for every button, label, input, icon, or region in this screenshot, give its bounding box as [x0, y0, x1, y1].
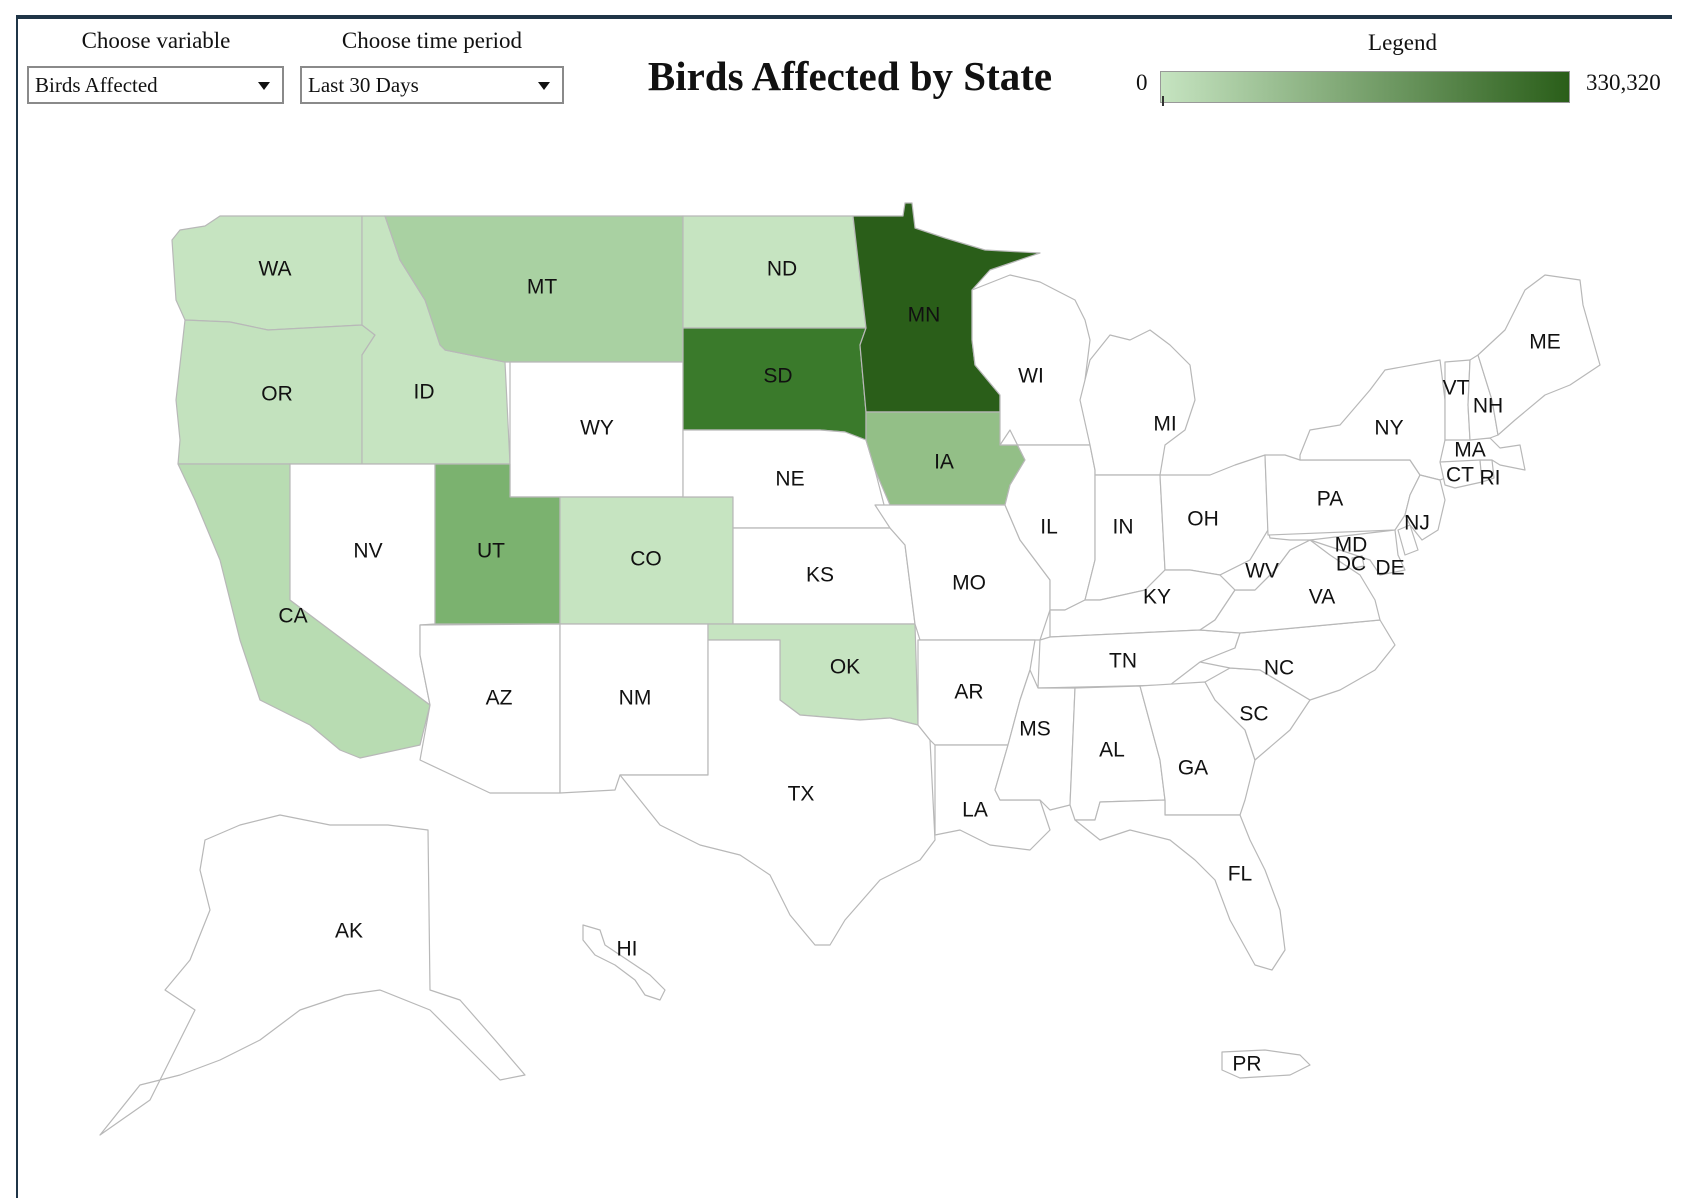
state-label-ut: UT [477, 540, 505, 563]
state-md[interactable] [1309, 529, 1406, 576]
state-label-va: VA [1309, 586, 1335, 609]
legend-gradient-bar [1160, 71, 1570, 103]
state-label-ks: KS [806, 564, 834, 587]
state-label-or: OR [261, 383, 293, 406]
state-label-tn: TN [1109, 650, 1137, 673]
state-label-ky: KY [1143, 586, 1171, 609]
state-label-nc: NC [1264, 657, 1294, 680]
state-label-ga: GA [1178, 757, 1208, 780]
legend-min-label: 0 [1136, 70, 1148, 95]
state-label-il: IL [1040, 516, 1058, 539]
state-label-pr: PR [1232, 1053, 1261, 1076]
state-me[interactable] [1477, 274, 1601, 436]
state-label-pa: PA [1317, 488, 1343, 511]
state-label-mt: MT [527, 276, 557, 299]
state-label-sc: SC [1239, 703, 1268, 726]
state-label-ct: CT [1446, 464, 1474, 487]
period-select[interactable]: Last 30 Days [300, 66, 564, 104]
state-ma[interactable] [1439, 437, 1526, 471]
state-label-nm: NM [619, 687, 652, 710]
state-label-al: AL [1099, 739, 1125, 762]
legend-title: Legend [1368, 30, 1437, 55]
page-title: Birds Affected by State [647, 53, 1053, 99]
variable-select[interactable]: Birds Affected [27, 66, 284, 104]
state-label-ny: NY [1374, 417, 1403, 440]
chevron-down-icon [258, 82, 270, 90]
state-label-wi: WI [1018, 365, 1044, 388]
state-label-mn: MN [908, 304, 941, 327]
state-label-nh: NH [1473, 395, 1503, 418]
state-label-sd: SD [763, 365, 792, 388]
state-label-ms: MS [1019, 718, 1051, 741]
legend-tick [1162, 96, 1164, 106]
state-ak[interactable] [99, 814, 526, 1136]
state-pr[interactable] [1221, 1049, 1311, 1079]
state-label-hi: HI [617, 938, 638, 961]
state-label-dc: DC [1336, 553, 1366, 576]
state-label-ak: AK [335, 920, 363, 943]
state-label-nd: ND [767, 258, 797, 281]
state-label-wa: WA [258, 258, 291, 281]
state-tx[interactable] [619, 639, 936, 946]
state-label-md: MD [1335, 534, 1368, 557]
state-label-co: CO [630, 548, 662, 571]
state-label-in: IN [1113, 516, 1134, 539]
state-vt[interactable] [1444, 359, 1471, 441]
state-label-fl: FL [1228, 863, 1253, 886]
state-label-ma: MA [1454, 439, 1486, 462]
period-select-value: Last 30 Days [308, 73, 419, 97]
state-label-mi: MI [1153, 413, 1176, 436]
state-label-id: ID [414, 381, 435, 404]
state-label-ok: OK [830, 656, 860, 679]
state-label-ia: IA [934, 451, 954, 474]
state-dc[interactable] [1351, 555, 1365, 569]
state-label-la: LA [962, 799, 988, 822]
state-label-nv: NV [353, 540, 382, 563]
state-label-vt: VT [1443, 377, 1470, 400]
variable-select-value: Birds Affected [35, 73, 158, 97]
state-hi[interactable] [582, 924, 666, 1001]
state-label-wv: WV [1245, 560, 1279, 583]
state-label-ar: AR [954, 681, 983, 704]
state-nc[interactable] [1199, 619, 1396, 701]
period-label: Choose time period [341, 28, 523, 53]
state-label-tx: TX [788, 783, 815, 806]
state-de[interactable] [1397, 524, 1419, 556]
legend-max-label: 330,320 [1586, 70, 1661, 95]
state-label-nj: NJ [1404, 512, 1430, 535]
state-fl[interactable] [1074, 799, 1286, 971]
state-label-oh: OH [1187, 508, 1219, 531]
state-label-az: AZ [486, 687, 513, 710]
dashboard-frame [16, 15, 1672, 1198]
chevron-down-icon [538, 82, 550, 90]
state-label-ri: RI [1480, 467, 1501, 490]
state-label-me: ME [1529, 331, 1561, 354]
state-label-ne: NE [775, 468, 804, 491]
state-label-mo: MO [952, 572, 986, 595]
state-ne[interactable] [682, 429, 891, 529]
state-label-wy: WY [580, 417, 614, 440]
state-label-de: DE [1375, 557, 1404, 580]
variable-label: Choose variable [81, 28, 231, 53]
state-mi[interactable] [1079, 329, 1196, 476]
state-label-ca: CA [278, 605, 307, 628]
state-nj[interactable] [1404, 474, 1446, 541]
